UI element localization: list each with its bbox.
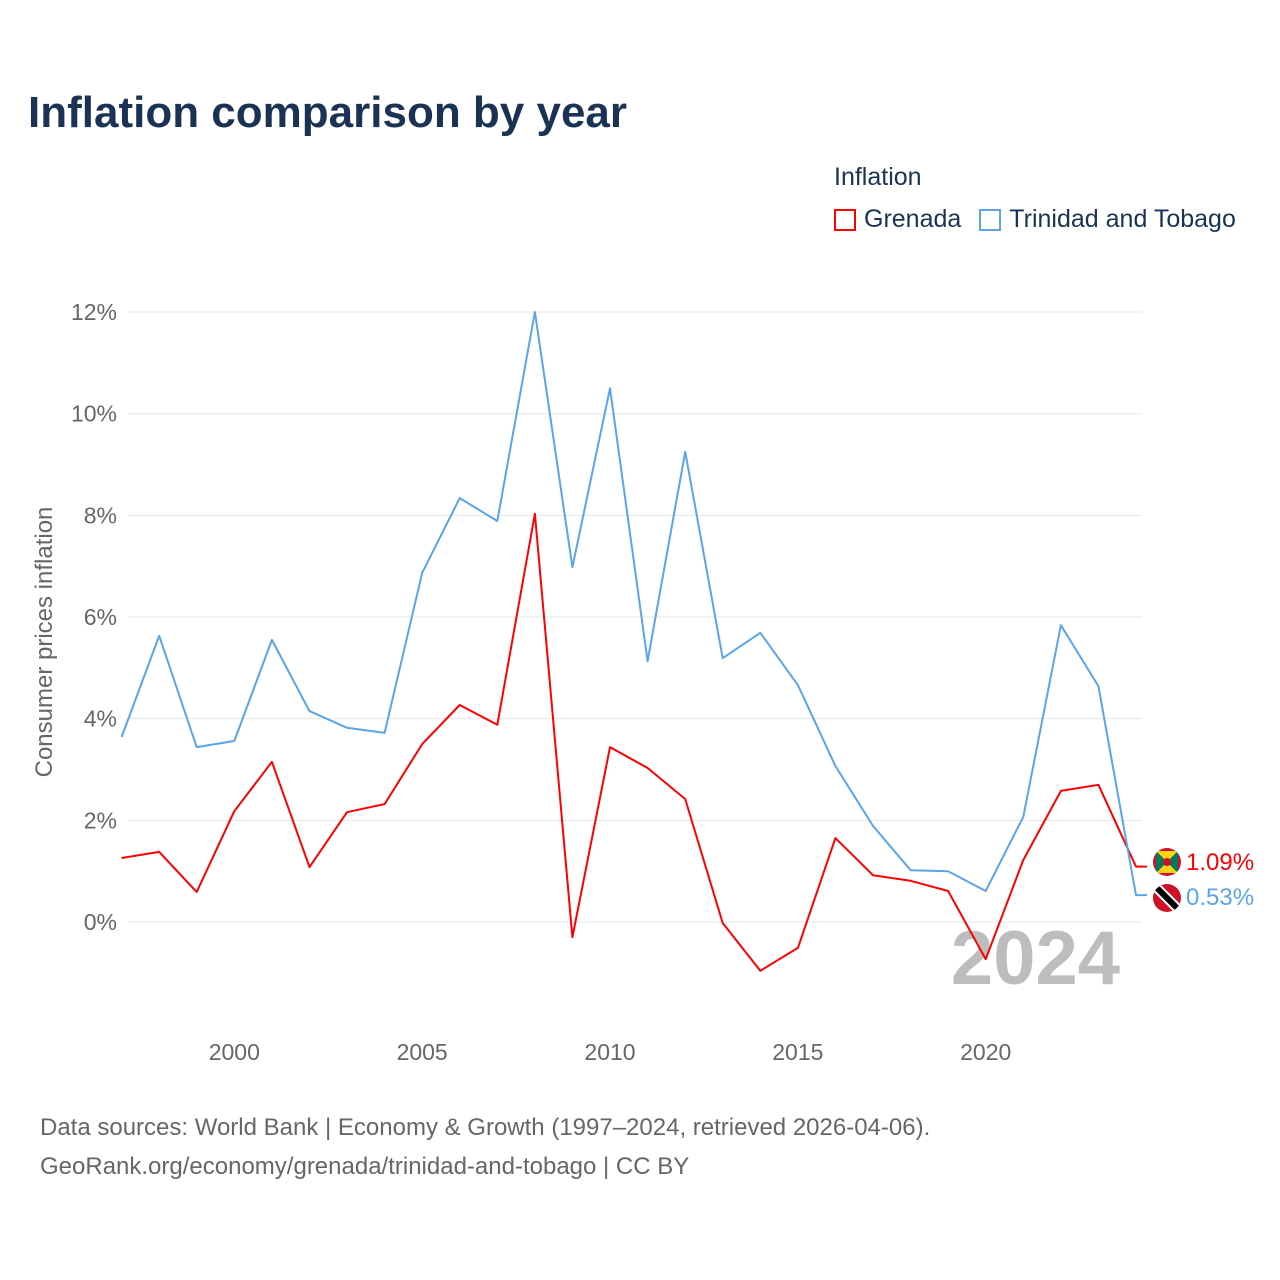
grenada-flag-icon [1153, 848, 1181, 876]
x-tick-label: 2020 [960, 1039, 1011, 1065]
source-line-1: Data sources: World Bank | Economy & Gro… [40, 1114, 931, 1141]
y-tick-label: 2% [84, 807, 117, 833]
y-tick-label: 6% [84, 604, 117, 630]
x-tick-label: 2015 [772, 1039, 823, 1065]
legend-label-trinidad: Trinidad and Tobago [1009, 205, 1236, 233]
legend-swatch-trinidad [979, 208, 1002, 231]
legend: Grenada Trinidad and Tobago [834, 205, 1254, 234]
y-tick-label: 8% [84, 502, 117, 528]
y-tick-label: 0% [84, 909, 117, 935]
year-watermark: 2024 [951, 916, 1120, 1001]
legend-label-grenada: Grenada [864, 205, 962, 233]
chart-title: Inflation comparison by year [28, 88, 628, 137]
legend-title: Inflation [834, 163, 922, 191]
y-tick-label: 12% [71, 299, 117, 325]
end-label-grenada: 1.09% [1186, 849, 1254, 876]
end-label-trinidad: 0.53% [1186, 884, 1254, 911]
source-line-2[interactable]: GeoRank.org/economy/grenada/trinidad-and… [40, 1153, 690, 1180]
y-axis-label: Consumer prices inflation [31, 507, 58, 778]
x-tick-label: 2005 [397, 1039, 448, 1065]
trinidad-flag-icon [1153, 884, 1181, 912]
x-tick-label: 2010 [584, 1039, 635, 1065]
y-tick-label: 4% [84, 706, 117, 732]
source-note: Data sources: World Bank | Economy & Gro… [40, 1108, 930, 1186]
x-tick-label: 2000 [209, 1039, 260, 1065]
legend-swatch-grenada [834, 208, 856, 231]
series-line-grenada [121, 512, 1147, 972]
legend-item-trinidad[interactable]: Trinidad and Tobago [979, 205, 1236, 234]
legend-item-grenada[interactable]: Grenada [834, 205, 961, 234]
series-line-trinidad [120, 311, 1147, 897]
y-tick-label: 10% [71, 401, 117, 427]
